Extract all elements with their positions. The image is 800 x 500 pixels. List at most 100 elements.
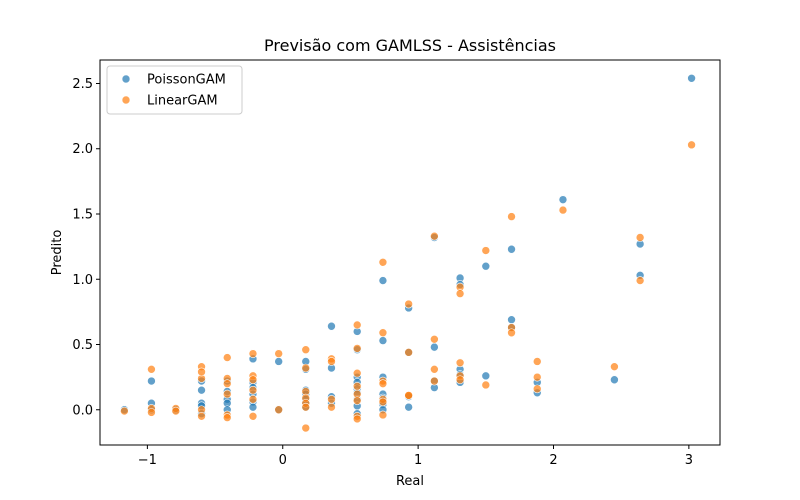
data-point bbox=[274, 349, 283, 358]
x-tick-label: 1 bbox=[414, 453, 422, 468]
legend-label: LinearGAM bbox=[147, 94, 218, 109]
data-point bbox=[687, 140, 696, 150]
data-point bbox=[532, 384, 542, 394]
x-tick-label: −1 bbox=[138, 453, 157, 468]
data-point bbox=[481, 246, 491, 255]
x-tick-label: 0 bbox=[279, 453, 287, 468]
data-point bbox=[274, 357, 283, 366]
data-point bbox=[222, 379, 232, 388]
data-point bbox=[301, 345, 311, 355]
y-tick-label: 0.0 bbox=[72, 403, 93, 418]
x-axis: −1 0 1 2 3 bbox=[138, 445, 693, 468]
y-tick-label: 1.5 bbox=[72, 208, 93, 223]
data-point bbox=[274, 405, 283, 415]
data-point bbox=[378, 328, 388, 338]
data-point bbox=[481, 261, 491, 271]
data-point bbox=[147, 376, 156, 386]
data-point bbox=[558, 205, 568, 215]
data-point bbox=[404, 402, 413, 412]
data-point bbox=[352, 381, 362, 391]
data-point bbox=[481, 371, 491, 381]
x-axis-label: Real bbox=[396, 474, 424, 489]
y-tick-label: 0.5 bbox=[72, 338, 93, 353]
data-point bbox=[378, 276, 388, 285]
series-PoissonGAM bbox=[120, 73, 696, 418]
legend-marker bbox=[121, 95, 131, 105]
data-point bbox=[378, 336, 388, 345]
y-tick-label: 2.0 bbox=[72, 142, 93, 157]
data-point bbox=[120, 406, 129, 416]
legend: PoissonGAM LinearGAM bbox=[106, 65, 243, 115]
data-point bbox=[352, 396, 362, 405]
data-point bbox=[248, 395, 258, 404]
data-point bbox=[352, 368, 362, 378]
data-point bbox=[352, 344, 362, 353]
data-point bbox=[378, 379, 388, 388]
x-tick-label: 3 bbox=[685, 453, 693, 468]
data-point bbox=[378, 397, 388, 407]
data-point bbox=[222, 353, 232, 362]
data-point bbox=[222, 389, 232, 399]
data-point bbox=[147, 365, 156, 374]
data-point bbox=[378, 410, 388, 420]
data-point bbox=[171, 406, 181, 416]
data-point bbox=[430, 365, 439, 374]
data-point bbox=[507, 244, 516, 254]
data-point bbox=[248, 385, 258, 395]
data-point bbox=[430, 334, 439, 344]
y-tick-label: 2.5 bbox=[72, 77, 93, 92]
data-point bbox=[197, 411, 206, 421]
data-point bbox=[430, 342, 439, 352]
data-point bbox=[248, 402, 258, 412]
data-point bbox=[327, 357, 336, 366]
data-point bbox=[430, 231, 439, 241]
data-point bbox=[301, 402, 311, 412]
data-point bbox=[222, 413, 232, 422]
data-point bbox=[301, 423, 311, 433]
y-axis: 0.0 0.5 1.0 1.5 2.0 2.5 bbox=[72, 77, 100, 418]
data-point bbox=[404, 348, 413, 357]
data-point bbox=[327, 395, 336, 404]
y-axis-label: Predito bbox=[50, 230, 65, 276]
data-point bbox=[507, 212, 516, 221]
data-point bbox=[197, 367, 206, 377]
data-point bbox=[404, 299, 413, 309]
data-point bbox=[455, 289, 465, 298]
data-point bbox=[610, 362, 619, 371]
data-point bbox=[378, 257, 388, 267]
legend-marker bbox=[121, 74, 131, 84]
data-point bbox=[635, 276, 645, 285]
points-layer bbox=[120, 73, 696, 433]
data-point bbox=[248, 349, 258, 358]
data-point bbox=[147, 408, 156, 417]
data-point bbox=[197, 385, 206, 395]
data-point bbox=[507, 315, 516, 325]
data-point bbox=[481, 380, 491, 390]
data-point bbox=[687, 73, 696, 83]
series-LinearGAM bbox=[120, 140, 696, 433]
data-point bbox=[327, 321, 336, 331]
x-tick-label: 2 bbox=[549, 453, 557, 468]
data-point bbox=[558, 195, 568, 204]
data-point bbox=[455, 358, 465, 368]
plot-frame bbox=[99, 59, 721, 446]
legend-box bbox=[106, 65, 243, 115]
data-point bbox=[455, 375, 465, 385]
data-point bbox=[507, 328, 516, 338]
legend-label: PoissonGAM bbox=[147, 73, 226, 88]
data-point bbox=[301, 363, 311, 373]
data-point bbox=[610, 375, 619, 385]
chart-title: Previsão com GAMLSS - Assistências bbox=[264, 36, 556, 55]
data-point bbox=[532, 357, 542, 366]
data-point bbox=[248, 375, 258, 385]
data-point bbox=[635, 233, 645, 242]
data-point bbox=[248, 411, 258, 421]
data-point bbox=[352, 414, 362, 424]
data-point bbox=[352, 320, 362, 330]
data-point bbox=[532, 372, 542, 382]
data-point bbox=[430, 376, 439, 386]
data-point bbox=[327, 402, 336, 412]
y-tick-label: 1.0 bbox=[72, 273, 93, 288]
data-point bbox=[404, 391, 413, 400]
